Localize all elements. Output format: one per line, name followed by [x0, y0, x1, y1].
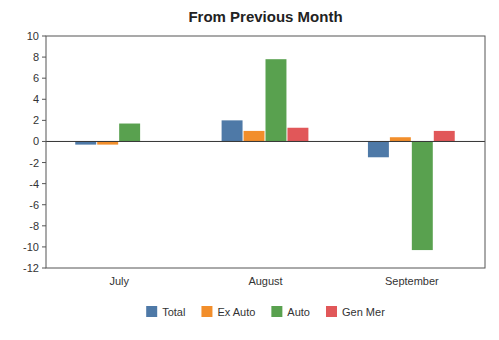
bar	[244, 131, 265, 142]
legend-label: Total	[162, 306, 185, 318]
bar	[412, 141, 433, 250]
tick-label: 6	[33, 72, 39, 84]
bar	[266, 59, 287, 141]
legend-swatch	[146, 306, 157, 317]
tick-mark	[42, 78, 46, 79]
bar	[368, 141, 389, 157]
tick-label: 4	[33, 93, 39, 105]
tick-label: August	[248, 275, 282, 287]
bar	[222, 120, 243, 141]
tick-label: -4	[29, 178, 39, 190]
title: From Previous Month	[188, 8, 342, 25]
legend-label: Ex Auto	[217, 306, 255, 318]
tick-mark	[42, 141, 46, 142]
tick-label: 10	[27, 30, 39, 42]
legend-label: Gen Mer	[342, 306, 385, 318]
tick-label: -6	[29, 199, 39, 211]
bar	[434, 131, 455, 142]
tick-mark	[42, 120, 46, 121]
tick-label: -8	[29, 220, 39, 232]
tick-label: -2	[29, 157, 39, 169]
tick-mark	[42, 225, 46, 226]
tick-mark	[42, 268, 46, 269]
bars	[75, 59, 454, 250]
tick-mark	[42, 57, 46, 58]
x-axis: July August September	[109, 275, 439, 287]
legend-label: Auto	[287, 306, 310, 318]
legend-swatch	[271, 306, 282, 317]
tick-mark	[42, 99, 46, 100]
tick-label: July	[109, 275, 129, 287]
legend: Total Ex Auto Auto Gen Mer	[146, 306, 385, 318]
tick-mark	[42, 204, 46, 205]
bar	[119, 124, 140, 142]
tick-mark	[42, 162, 46, 163]
tick-label: September	[385, 275, 439, 287]
legend-swatch	[326, 306, 337, 317]
tick-label: -12	[23, 262, 39, 274]
tick-label: -10	[23, 241, 39, 253]
tick-label: 2	[33, 114, 39, 126]
tick-label: 8	[33, 51, 39, 63]
tick-label: 0	[33, 135, 39, 147]
chart: From Previous Month -12 -10 -8 -6 -4 -2 0 2 4 6 8 10…	[0, 0, 499, 340]
y-axis: -12 -10 -8 -6 -4 -2 0 2 4 6 8 10	[23, 30, 46, 274]
plot-frame	[46, 36, 485, 268]
tick-mark	[42, 183, 46, 184]
tick-mark	[42, 246, 46, 247]
legend-swatch	[201, 306, 212, 317]
zero-line	[46, 141, 485, 142]
tick-mark	[42, 36, 46, 37]
bar	[287, 128, 308, 142]
bar	[390, 137, 411, 141]
